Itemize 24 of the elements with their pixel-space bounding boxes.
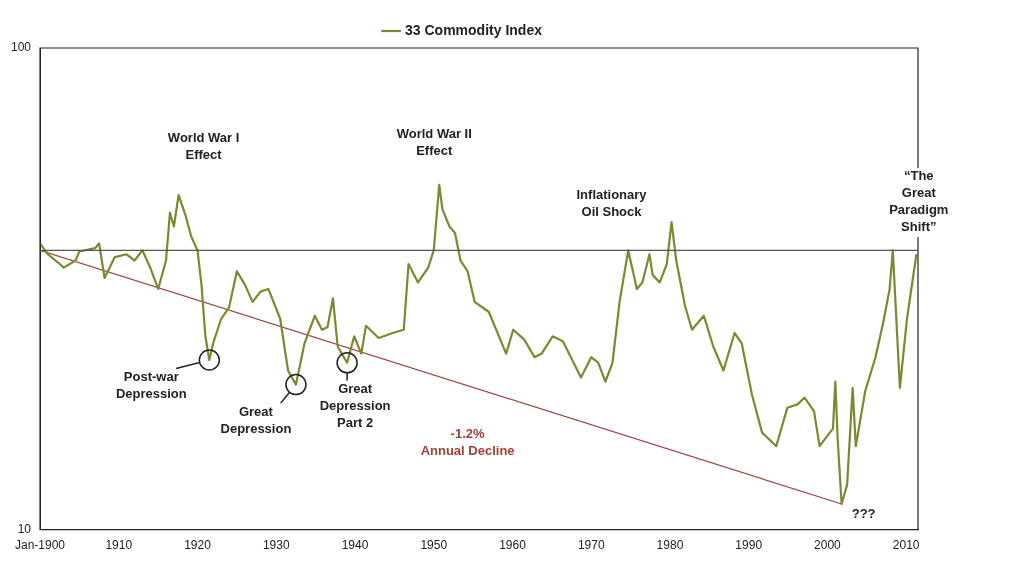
y-tick-label: 10 xyxy=(17,521,32,536)
annotation: Inflationary Oil Shock xyxy=(576,187,648,220)
x-tick-label: 1960 xyxy=(499,538,527,553)
annotation: World War II Effect xyxy=(396,125,472,158)
annotation: -1.2% Annual Decline xyxy=(420,425,515,458)
annotation: Post-war Depression xyxy=(115,369,187,402)
annotation: World War I Effect xyxy=(167,130,240,163)
x-tick-label: 1950 xyxy=(420,538,448,553)
annotation: “The Great Paradigm Shift” xyxy=(889,168,949,235)
x-tick-label: 1920 xyxy=(184,538,212,553)
x-tick-label: 1990 xyxy=(735,538,763,553)
x-tick-label: 1980 xyxy=(656,538,684,553)
x-tick-label: 1940 xyxy=(341,538,369,553)
annotation: ??? xyxy=(851,505,876,521)
annotation: Great Depression Part 2 xyxy=(319,381,391,431)
x-tick-label: 1930 xyxy=(262,538,290,553)
y-tick-label: 100 xyxy=(10,40,32,55)
annotation: Great Depression xyxy=(220,403,292,436)
legend-label: 33 Commodity Index xyxy=(405,21,543,38)
x-tick-label: 1910 xyxy=(105,538,133,553)
x-tick-label: 2000 xyxy=(814,538,842,553)
x-tick-label: 2010 xyxy=(892,538,920,553)
x-tick-label: 1970 xyxy=(577,538,605,553)
x-tick-label: Jan-1900 xyxy=(15,538,66,553)
